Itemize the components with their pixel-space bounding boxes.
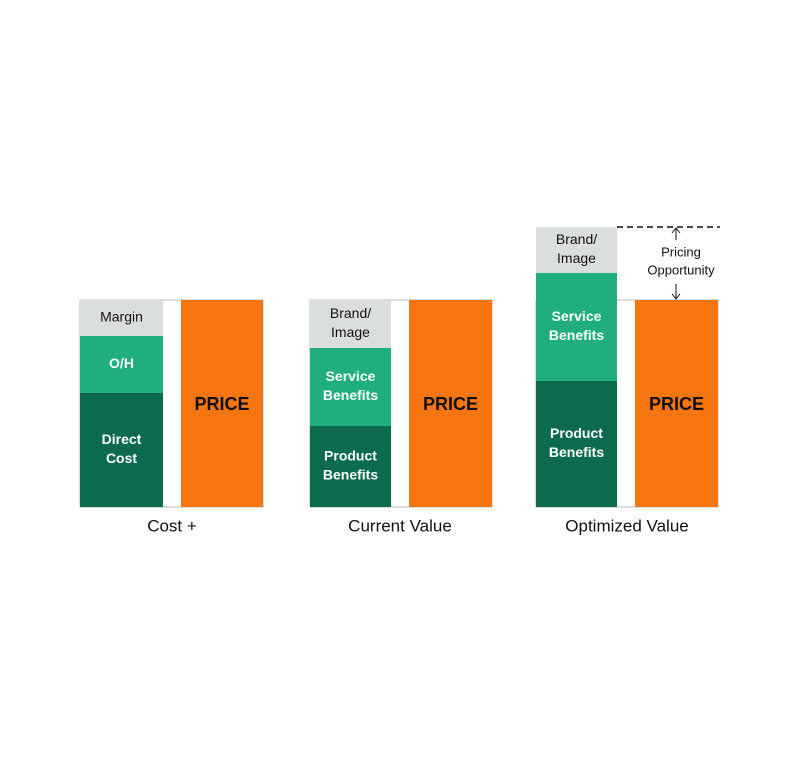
price-block xyxy=(409,300,492,507)
price-block xyxy=(181,300,263,507)
arrow-head xyxy=(671,293,681,300)
label-line: Cost xyxy=(106,450,137,466)
price-label: PRICE xyxy=(194,394,249,414)
price-label: PRICE xyxy=(649,394,704,414)
block xyxy=(536,273,617,381)
price-label: PRICE xyxy=(423,394,478,414)
block xyxy=(310,348,391,426)
caption: Current Value xyxy=(348,516,452,535)
label-line: Direct xyxy=(102,431,142,447)
block xyxy=(310,426,391,507)
arrow-head xyxy=(671,227,681,234)
label-line: Image xyxy=(331,324,370,340)
label-line: Service xyxy=(326,368,376,384)
label-line: Brand/ xyxy=(330,305,371,321)
label-line: Benefits xyxy=(549,327,604,343)
label-line: Product xyxy=(324,448,377,464)
caption: Optimized Value xyxy=(565,516,688,535)
block xyxy=(80,300,163,336)
label-line: Image xyxy=(557,250,596,266)
label-line: O/H xyxy=(109,355,134,371)
label-line: Service xyxy=(552,308,602,324)
label-line: Benefits xyxy=(323,387,378,403)
block xyxy=(80,393,163,507)
label-line: Opportunity xyxy=(647,262,715,277)
label-line: Benefits xyxy=(549,444,604,460)
price-block xyxy=(635,300,718,507)
block xyxy=(80,336,163,393)
caption: Cost + xyxy=(147,516,197,535)
label-line: Product xyxy=(550,425,603,441)
label-line: Pricing xyxy=(661,244,701,259)
label-line: Margin xyxy=(100,309,143,325)
block xyxy=(536,227,617,273)
block xyxy=(536,381,617,507)
block xyxy=(310,300,391,348)
label-line: Benefits xyxy=(323,467,378,483)
label-line: Brand/ xyxy=(556,231,597,247)
